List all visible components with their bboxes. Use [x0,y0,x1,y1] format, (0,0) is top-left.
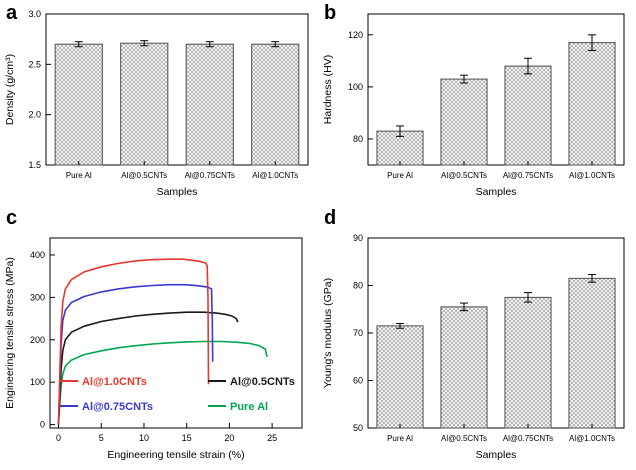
svg-text:300: 300 [30,292,45,302]
svg-text:Pure Al: Pure Al [387,171,413,180]
density-bar-chart: 1.5 2.0 2.5 3.0 Density (g/cm³) Samples Pure A… [4,9,309,198]
svg-text:Al@1.0CNTs: Al@1.0CNTs [82,376,147,388]
svg-text:2.5: 2.5 [28,59,41,69]
youngs-modulus-bar-chart: 50 60 70 80 90 Young's modulus (GPa) Samples Pu… [322,233,625,461]
svg-text:Al@0.5CNTs: Al@0.5CNTs [441,434,487,443]
svg-text:Al@0.75CNTs: Al@0.75CNTs [503,434,553,443]
svg-text:Al@0.75CNTs: Al@0.75CNTs [185,171,235,180]
svg-text:80: 80 [353,134,363,144]
panel-letter-b: b [324,2,337,24]
panel-letter-a: a [6,2,18,24]
svg-text:50: 50 [353,423,363,433]
svg-text:0: 0 [40,420,45,430]
hardness-bar-chart: 80 100 120 Hardness (HV) Samples Pure Al Al@0.… [322,13,625,198]
svg-text:Samples: Samples [476,449,517,461]
svg-text:Density (g/cm³): Density (g/cm³) [4,54,16,125]
svg-text:Young's modulus (GPa): Young's modulus (GPa) [322,278,334,388]
svg-text:1.5: 1.5 [28,160,41,170]
svg-text:Al@1.0CNTs: Al@1.0CNTs [252,171,298,180]
svg-text:90: 90 [353,233,363,243]
panel-letter-c: c [6,207,18,229]
svg-text:0: 0 [56,433,61,443]
svg-text:Samples: Samples [157,186,198,198]
svg-text:Samples: Samples [476,186,517,198]
svg-text:100: 100 [30,377,45,387]
svg-text:70: 70 [353,328,363,338]
svg-text:25: 25 [267,433,277,443]
svg-text:5: 5 [99,433,104,443]
svg-text:Al@0.5CNTs: Al@0.5CNTs [441,171,487,180]
svg-text:Pure Al: Pure Al [230,401,268,413]
svg-text:Al@0.75CNTs: Al@0.75CNTs [503,171,553,180]
svg-text:2.0: 2.0 [28,110,41,120]
svg-text:Pure Al: Pure Al [66,171,92,180]
svg-text:100: 100 [348,82,363,92]
svg-text:15: 15 [182,433,192,443]
svg-text:120: 120 [348,30,363,40]
svg-text:10: 10 [139,433,149,443]
svg-text:Engineering tensile strain (%): Engineering tensile strain (%) [107,449,244,461]
svg-text:Al@1.0CNTs: Al@1.0CNTs [569,434,615,443]
svg-text:Engineering tensile stress (MP: Engineering tensile stress (MPa) [4,257,16,409]
svg-text:Al@1.0CNTs: Al@1.0CNTs [569,171,615,180]
panel-b: b 80 100 120 Hardness (HV) Samples Pure Al Al@… [318,0,636,205]
panel-c: c 0 100 200 300 400 Engineering tensile stres… [0,205,318,470]
svg-text:Al@0.5CNTs: Al@0.5CNTs [121,171,167,180]
panel-letter-d: d [324,207,337,229]
svg-text:Pure Al: Pure Al [387,434,413,443]
svg-text:Al@0.75CNTs: Al@0.75CNTs [82,401,153,413]
panel-d: d 50 60 70 80 90 Young's modulus (GPa) Samples… [318,205,636,470]
svg-text:200: 200 [30,335,45,345]
svg-text:20: 20 [224,433,234,443]
svg-text:3.0: 3.0 [28,9,41,19]
svg-text:Al@0.5CNTs: Al@0.5CNTs [230,376,295,388]
svg-text:Hardness (HV): Hardness (HV) [322,55,334,124]
svg-text:400: 400 [30,250,45,260]
svg-text:80: 80 [353,281,363,291]
svg-text:60: 60 [353,376,363,386]
panel-a: a 1.5 2.0 2.5 3.0 Density (g/cm³) Samples Pure… [0,0,318,205]
